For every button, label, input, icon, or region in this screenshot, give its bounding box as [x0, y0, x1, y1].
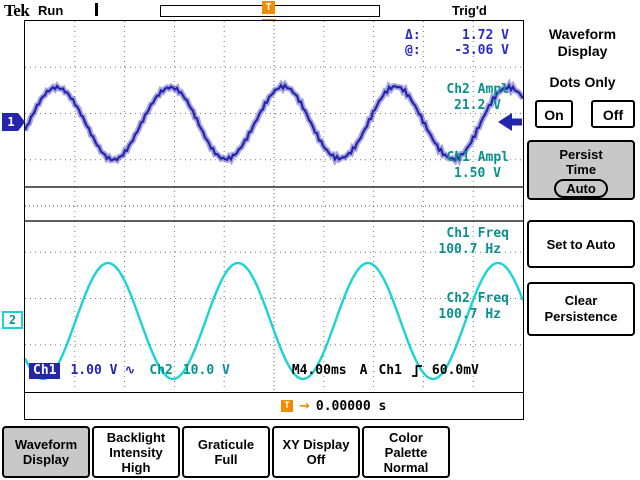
ch1-coupling-icon: ∿	[124, 363, 136, 378]
rising-edge-icon	[411, 364, 422, 377]
bottom-menu-waveform-display[interactable]: Waveform Display	[2, 426, 90, 478]
cursor-delta-value: 1.72 V	[462, 28, 509, 43]
arrow-right-icon: →	[299, 398, 310, 414]
ch1-wrap-arrow-icon	[498, 113, 522, 131]
ch2-badge: 2	[2, 311, 23, 329]
ch1-label-chip: Ch1	[29, 362, 61, 379]
cursor-at-value: -3.06 V	[454, 43, 509, 58]
brand-logo: Tek	[4, 1, 30, 20]
measurement-readout: Ch2 Freq 100.7 Hz	[438, 291, 509, 322]
waveform-plot	[25, 21, 523, 391]
trigger-status: Trig'd	[452, 3, 487, 18]
trigger-level: 60.0mV	[431, 363, 479, 378]
side-menu: Waveform Display Dots Only On Off Persis…	[523, 20, 640, 418]
persist-time-label: Persist Time	[559, 147, 603, 177]
channel-status-bar: Ch1 1.00 V ∿ Ch2 10.0 V M4.00ms A Ch1 60…	[25, 362, 523, 379]
bottom-menu-color-palette[interactable]: Color Palette Normal	[362, 426, 450, 478]
trigger-mode: A	[359, 363, 368, 378]
bottom-menu-backlight-intensity[interactable]: Backlight Intensity High	[92, 426, 180, 478]
persist-time-value: Auto	[554, 179, 608, 198]
trigger-source: Ch1	[378, 363, 402, 378]
trigger-time-marker-icon: T	[281, 400, 293, 412]
set-to-auto-button[interactable]: Set to Auto	[527, 220, 635, 268]
ch1-badge: 1	[2, 113, 25, 131]
ch1-scale: 1.00 V	[70, 363, 118, 378]
clear-persistence-button[interactable]: Clear Persistence	[527, 282, 635, 336]
cursor-readout: Δ: 1.72 V @: -3.06 V	[405, 28, 509, 58]
cursor-at-label: @:	[405, 43, 421, 58]
acquisition-status: Run	[38, 3, 64, 18]
dots-off-button[interactable]: Off	[591, 100, 635, 128]
measurement-readout: Ch2 Ampl 21.2 V	[446, 82, 509, 113]
trigger-position-marker-icon: T	[262, 1, 275, 14]
bottom-menu-xy-display[interactable]: XY Display Off	[272, 426, 360, 478]
cursor-delta-label: Δ:	[405, 28, 421, 43]
dots-only-label: Dots Only	[549, 74, 616, 90]
record-bar-tick	[95, 3, 98, 16]
dots-on-button[interactable]: On	[535, 100, 573, 128]
side-menu-title: Waveform Display	[548, 26, 617, 59]
bottom-menu-graticule[interactable]: Graticule Full	[182, 426, 270, 478]
measurement-readout: Ch1 Ampl 1.50 V	[446, 150, 509, 181]
measurement-readout: Ch1 Freq 100.7 Hz	[438, 226, 509, 257]
time-readout-strip: T → 0.00000 s	[25, 392, 523, 419]
timebase-readout: M4.00ms	[291, 363, 347, 378]
persist-time-button[interactable]: Persist Time Auto	[527, 140, 635, 200]
ch2-scale: 10.0 V	[182, 363, 230, 378]
trigger-time-value: 0.00000 s	[315, 398, 387, 414]
bottom-menu: Waveform Display Backlight Intensity Hig…	[0, 426, 640, 480]
ch2-label: Ch2	[149, 363, 173, 378]
waveform-display-area: Δ: 1.72 V @: -3.06 V Ch2 Ampl 21.2 V Ch1…	[24, 20, 524, 420]
